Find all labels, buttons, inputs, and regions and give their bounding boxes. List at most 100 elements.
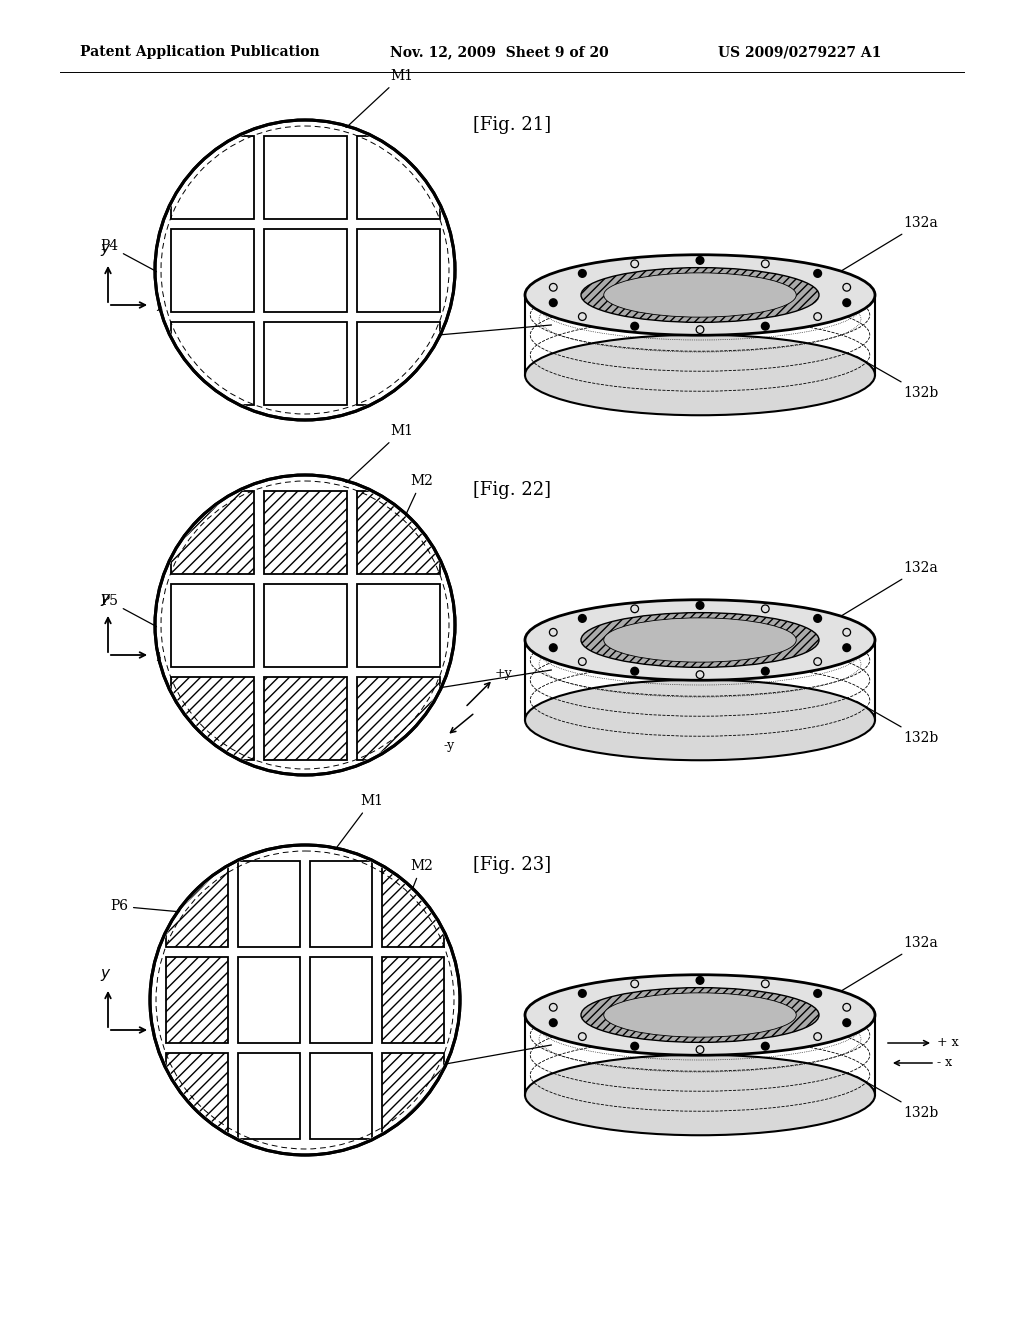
Circle shape [152, 847, 458, 1152]
Ellipse shape [525, 335, 874, 416]
Text: P6: P6 [110, 899, 209, 915]
Bar [263, 136, 346, 219]
Circle shape [157, 477, 453, 774]
Bar [263, 491, 346, 573]
Circle shape [631, 322, 639, 330]
Text: 132a: 132a [834, 936, 938, 995]
Circle shape [152, 847, 458, 1152]
Circle shape [157, 121, 453, 418]
Circle shape [152, 847, 458, 1152]
Circle shape [157, 477, 453, 774]
Circle shape [814, 615, 821, 622]
Bar [263, 583, 346, 667]
Text: [Fig. 22]: [Fig. 22] [473, 480, 551, 499]
Ellipse shape [525, 255, 874, 335]
Circle shape [814, 990, 821, 998]
Text: M2: M2 [366, 859, 433, 1007]
Bar [356, 136, 439, 219]
Text: $x$: $x$ [156, 300, 168, 314]
Bar [382, 1053, 444, 1139]
Ellipse shape [604, 993, 797, 1038]
Circle shape [157, 477, 453, 774]
Bar [238, 957, 300, 1043]
Text: 132b: 132b [856, 1076, 938, 1119]
Text: $y$: $y$ [100, 591, 112, 609]
Circle shape [152, 847, 458, 1152]
Text: 132b: 132b [856, 356, 938, 400]
Bar [171, 491, 254, 573]
Bar [263, 676, 346, 759]
Text: [Fig. 21]: [Fig. 21] [473, 116, 551, 135]
Bar [171, 136, 254, 219]
Text: P5: P5 [100, 594, 161, 628]
Text: M1: M1 [327, 795, 383, 861]
Circle shape [157, 477, 453, 774]
Ellipse shape [581, 612, 819, 668]
Text: +y: +y [495, 667, 513, 680]
Circle shape [550, 644, 557, 652]
Text: P4: P4 [100, 239, 161, 273]
Bar [310, 861, 372, 946]
Bar [356, 583, 439, 667]
Ellipse shape [525, 1055, 874, 1135]
Bar [310, 1053, 372, 1139]
Circle shape [152, 847, 458, 1152]
Text: - x: - x [937, 1056, 952, 1069]
Bar [356, 491, 439, 573]
Bar [166, 861, 228, 946]
Circle shape [814, 269, 821, 277]
Bar [171, 583, 254, 667]
Circle shape [550, 298, 557, 306]
Bar [166, 957, 228, 1043]
Bar [171, 322, 254, 404]
Circle shape [762, 668, 769, 675]
Circle shape [157, 477, 453, 774]
Text: [Fig. 23]: [Fig. 23] [473, 855, 551, 874]
Circle shape [157, 121, 453, 418]
Circle shape [579, 990, 586, 998]
Ellipse shape [525, 599, 874, 680]
Text: 132a: 132a [834, 561, 938, 620]
Circle shape [157, 121, 453, 418]
Circle shape [579, 615, 586, 622]
Circle shape [843, 298, 851, 306]
Circle shape [157, 121, 453, 418]
Circle shape [843, 644, 851, 652]
Text: M1: M1 [337, 424, 413, 491]
Bar [166, 1053, 228, 1139]
Bar [382, 861, 444, 946]
Circle shape [762, 322, 769, 330]
Text: M1: M1 [337, 69, 413, 136]
Circle shape [152, 847, 458, 1152]
Bar [356, 322, 439, 404]
Bar [171, 228, 254, 312]
Text: + x: + x [937, 1036, 958, 1049]
Circle shape [157, 121, 453, 418]
Bar [382, 957, 444, 1043]
Ellipse shape [604, 273, 797, 317]
Bar [238, 1053, 300, 1139]
Circle shape [152, 847, 458, 1152]
Bar [356, 676, 439, 759]
Circle shape [157, 477, 453, 774]
Circle shape [157, 477, 453, 774]
Text: $y$: $y$ [100, 242, 112, 257]
Text: 132a: 132a [834, 216, 938, 276]
Text: $x$: $x$ [156, 649, 168, 664]
Ellipse shape [581, 268, 819, 322]
Text: Nov. 12, 2009  Sheet 9 of 20: Nov. 12, 2009 Sheet 9 of 20 [390, 45, 608, 59]
Circle shape [157, 121, 453, 418]
Circle shape [696, 602, 703, 610]
Circle shape [152, 847, 458, 1152]
Circle shape [152, 847, 458, 1152]
Ellipse shape [604, 618, 797, 663]
Bar [263, 322, 346, 404]
Circle shape [843, 1019, 851, 1027]
Text: $y$: $y$ [100, 968, 112, 983]
Circle shape [762, 1043, 769, 1049]
Text: 132b: 132b [856, 701, 938, 744]
Circle shape [157, 477, 453, 774]
Bar [310, 957, 372, 1043]
Ellipse shape [525, 974, 874, 1055]
Circle shape [550, 1019, 557, 1027]
